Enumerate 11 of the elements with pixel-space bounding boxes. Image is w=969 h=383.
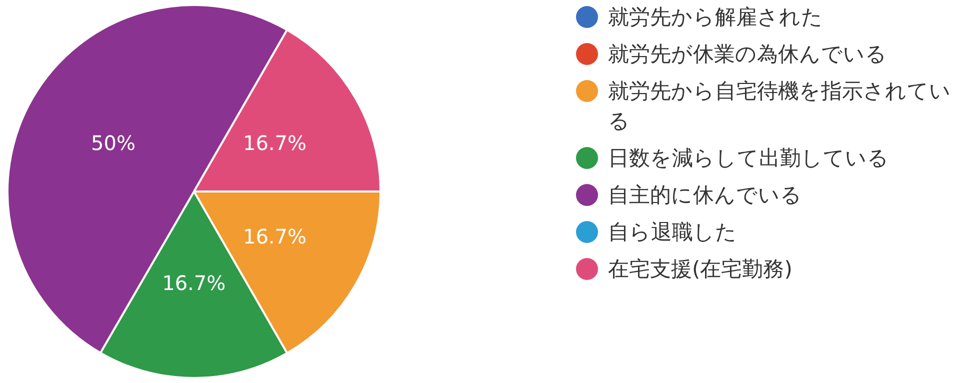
legend-label: 就労先が休業の為休んでいる (608, 41, 887, 68)
legend-label: 就労先から解雇された (608, 4, 823, 31)
legend-label: 日数を減らして出勤している (608, 145, 889, 172)
data-label: 50% (91, 131, 136, 156)
legend-label: 在宅支援(在宅勤務) (608, 256, 792, 283)
legend-label: 自ら退職した (608, 219, 737, 246)
legend-label: 就労先から自宅待機を指示されている (608, 78, 952, 135)
data-label: 16.7% (242, 131, 307, 156)
data-label: 16.7% (162, 270, 226, 295)
data-label: 16.7% (242, 224, 307, 248)
legend-label: 自主的に休んでいる (608, 182, 802, 209)
